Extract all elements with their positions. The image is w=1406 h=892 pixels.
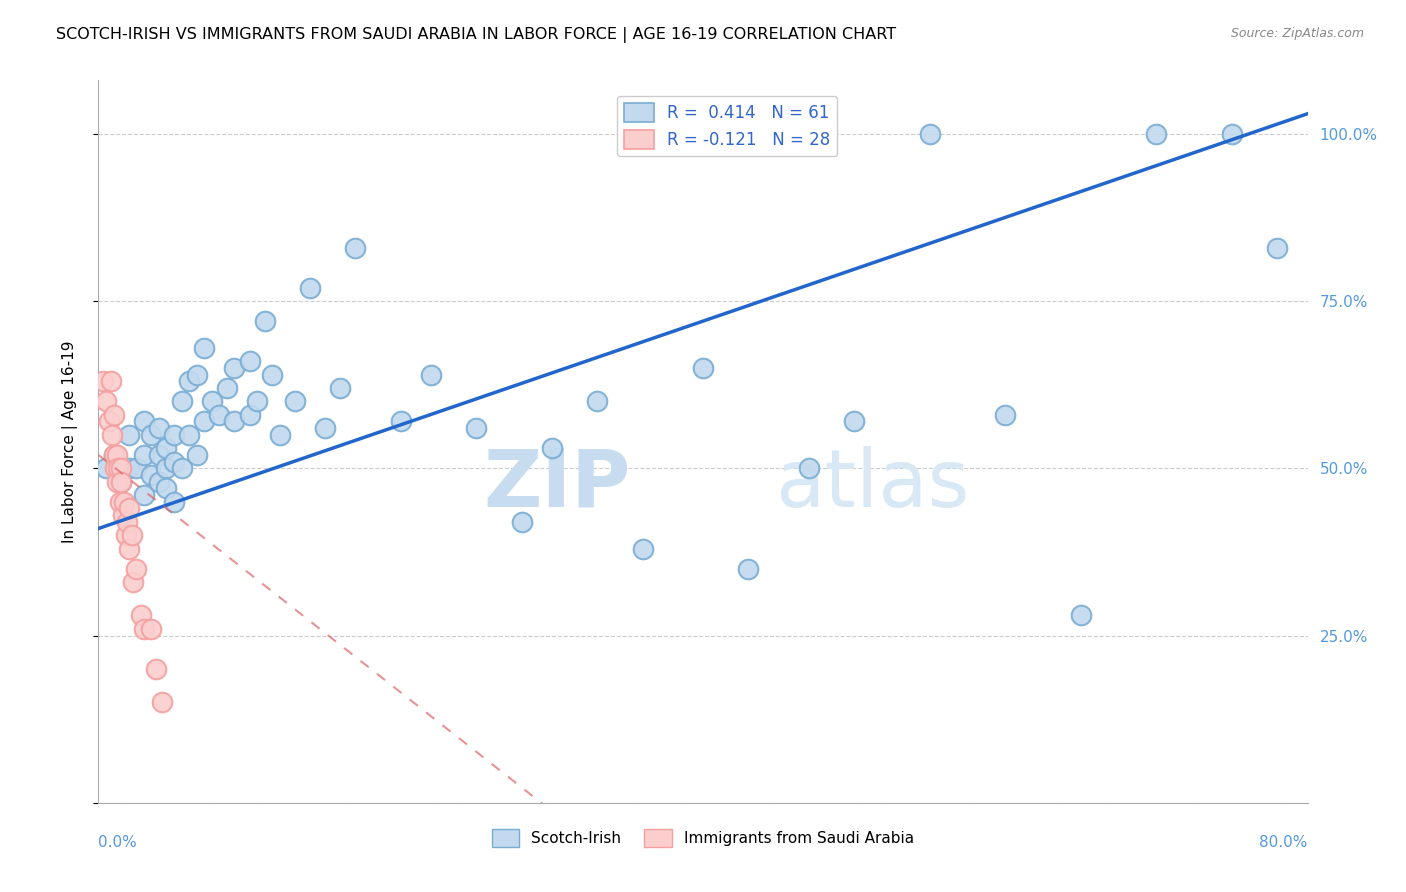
Point [224, 361, 246, 376]
Point [163, 494, 186, 508]
Point [299, 281, 322, 295]
Legend: Scotch-Irish, Immigrants from Saudi Arabia: Scotch-Irish, Immigrants from Saudi Arab… [485, 823, 921, 853]
Point [262, 368, 284, 382]
Point [132, 622, 155, 636]
Point [141, 622, 163, 636]
Point [224, 414, 246, 429]
Point [148, 421, 170, 435]
Point [118, 461, 141, 475]
Point [104, 461, 127, 475]
Point [110, 475, 132, 489]
Point [201, 394, 224, 409]
Text: SCOTCH-IRISH VS IMMIGRANTS FROM SAUDI ARABIA IN LABOR FORCE | AGE 16-19 CORRELAT: SCOTCH-IRISH VS IMMIGRANTS FROM SAUDI AR… [56, 27, 897, 43]
Point [111, 508, 134, 523]
Point [155, 482, 177, 496]
Point [179, 375, 201, 389]
Point [100, 375, 122, 389]
Point [269, 427, 291, 442]
Point [110, 475, 132, 489]
Point [129, 608, 152, 623]
Point [179, 427, 201, 442]
Point [1267, 241, 1289, 255]
Point [994, 408, 1017, 422]
Point [125, 562, 148, 576]
Point [1220, 127, 1243, 141]
Point [420, 368, 443, 382]
Point [239, 354, 262, 368]
Point [148, 448, 170, 462]
Text: Source: ZipAtlas.com: Source: ZipAtlas.com [1230, 27, 1364, 40]
Point [193, 341, 215, 355]
Point [186, 448, 208, 462]
Point [1144, 127, 1167, 141]
Point [114, 528, 136, 542]
Point [465, 421, 488, 435]
Text: atlas: atlas [776, 446, 970, 524]
Point [253, 314, 276, 328]
Point [510, 515, 533, 529]
Point [101, 427, 124, 442]
Point [118, 541, 141, 556]
Point [148, 475, 170, 489]
Point [132, 488, 155, 502]
Point [125, 461, 148, 475]
Point [105, 448, 128, 462]
Point [389, 414, 412, 429]
Point [215, 381, 238, 395]
Text: ZIP: ZIP [484, 446, 630, 524]
Point [108, 494, 131, 508]
Point [118, 501, 141, 516]
Point [115, 515, 138, 529]
Point [103, 408, 125, 422]
Point [141, 467, 163, 482]
Point [155, 461, 177, 475]
Point [163, 455, 186, 469]
Point [208, 408, 231, 422]
Point [586, 394, 609, 409]
Point [103, 448, 125, 462]
Point [246, 394, 269, 409]
Point [918, 127, 941, 141]
Point [91, 375, 114, 389]
Point [844, 414, 866, 429]
Text: 80.0%: 80.0% [1260, 835, 1308, 850]
Point [163, 427, 186, 442]
Point [1070, 608, 1092, 623]
Point [122, 575, 145, 590]
Point [170, 394, 193, 409]
Point [344, 241, 367, 255]
Y-axis label: In Labor Force | Age 16-19: In Labor Force | Age 16-19 [62, 340, 77, 543]
Point [107, 461, 129, 475]
Point [193, 414, 215, 429]
Point [314, 421, 336, 435]
Point [150, 696, 173, 710]
Point [145, 662, 167, 676]
Point [112, 494, 135, 508]
Point [692, 361, 714, 376]
Point [141, 427, 163, 442]
Point [132, 414, 155, 429]
Point [737, 562, 759, 576]
Point [132, 448, 155, 462]
Point [284, 394, 307, 409]
Point [797, 461, 820, 475]
Point [110, 461, 132, 475]
Point [94, 394, 117, 409]
Point [239, 408, 262, 422]
Point [121, 528, 143, 542]
Point [98, 414, 121, 429]
Point [170, 461, 193, 475]
Point [329, 381, 352, 395]
Point [94, 461, 117, 475]
Point [105, 475, 128, 489]
Point [540, 442, 562, 455]
Text: 0.0%: 0.0% [98, 835, 138, 850]
Point [155, 442, 177, 455]
Point [118, 427, 141, 442]
Point [103, 448, 125, 462]
Point [186, 368, 208, 382]
Point [631, 541, 654, 556]
